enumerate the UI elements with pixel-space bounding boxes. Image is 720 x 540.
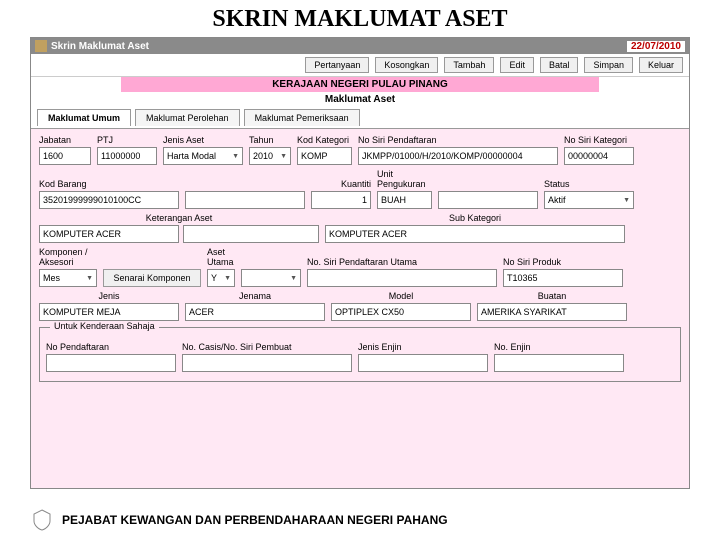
kuantiti-input[interactable] [311, 191, 371, 209]
tambah-button[interactable]: Tambah [444, 57, 494, 73]
kod-barang-label: Kod Barang [39, 179, 179, 189]
no-siri-pendaftaran-utama-label: No. Siri Pendaftaran Utama [307, 257, 497, 267]
unit-pengukuran2-input[interactable] [438, 191, 538, 209]
kenderaan-group: Untuk Kenderaan Sahaja No Pendaftaran No… [39, 327, 681, 382]
edit-button[interactable]: Edit [500, 57, 534, 73]
gov-header: KERAJAAN NEGERI PULAU PINANG [121, 77, 599, 92]
aset-utama-select[interactable]: ▼ [241, 269, 301, 287]
toolbar: Pertanyaan Kosongkan Tambah Edit Batal S… [31, 54, 689, 77]
chevron-down-icon: ▼ [224, 275, 231, 282]
jenis-aset-select[interactable]: Harta Modal▼ [163, 147, 243, 165]
model-input[interactable] [331, 303, 471, 321]
aset-utama-label: Aset Utama [207, 247, 235, 267]
jenis-aset-label: Jenis Aset [163, 135, 243, 145]
no-siri-kategori-label: No Siri Kategori [564, 135, 634, 145]
slide-footer: PEJABAT KEWANGAN DAN PERBENDAHARAAN NEGE… [30, 508, 448, 532]
footer-text: PEJABAT KEWANGAN DAN PERBENDAHARAAN NEGE… [62, 513, 448, 527]
model-label: Model [331, 291, 471, 301]
keterangan-aset2-input[interactable] [183, 225, 319, 243]
window-date: 22/07/2010 [627, 41, 685, 52]
form-header: Maklumat Aset [31, 92, 689, 107]
jenis-input[interactable] [39, 303, 179, 321]
no-enjin-input[interactable] [494, 354, 624, 372]
chevron-down-icon: ▼ [280, 153, 287, 160]
app-icon [35, 40, 47, 52]
batal-button[interactable]: Batal [540, 57, 579, 73]
kuantiti-label: Kuantiti [311, 179, 371, 189]
no-casis-label: No. Casis/No. Siri Pembuat [182, 342, 352, 352]
tab-maklumat-perolehan[interactable]: Maklumat Perolehan [135, 109, 240, 126]
sub-kategori-input[interactable] [325, 225, 625, 243]
kod-kategori-input[interactable] [297, 147, 352, 165]
komponen-select[interactable]: Mes▼ [39, 269, 97, 287]
tab-maklumat-pemeriksaan[interactable]: Maklumat Pemeriksaan [244, 109, 360, 126]
no-siri-pendaftaran-input[interactable] [358, 147, 558, 165]
simpan-button[interactable]: Simpan [584, 57, 633, 73]
kosongkan-button[interactable]: Kosongkan [375, 57, 438, 73]
no-siri-produk-label: No Siri Produk [503, 257, 623, 267]
no-siri-pendaftaran-utama-input[interactable] [307, 269, 497, 287]
buatan-label: Buatan [477, 291, 627, 301]
window-title: Skrin Maklumat Aset [51, 41, 627, 52]
no-casis-input[interactable] [182, 354, 352, 372]
senarai-komponen-button[interactable]: Senarai Komponen [103, 269, 201, 287]
aset-utama-flag-select[interactable]: Y▼ [207, 269, 235, 287]
status-label: Status [544, 179, 634, 189]
keluar-button[interactable]: Keluar [639, 57, 683, 73]
tab-bar: Maklumat Umum Maklumat Perolehan Makluma… [31, 107, 689, 128]
tahun-select[interactable]: 2010▼ [249, 147, 291, 165]
chevron-down-icon: ▼ [290, 275, 297, 282]
jenis-enjin-input[interactable] [358, 354, 488, 372]
ptj-label: PTJ [97, 135, 157, 145]
no-siri-produk-input[interactable] [503, 269, 623, 287]
app-window: Skrin Maklumat Aset 22/07/2010 Pertanyaa… [30, 37, 690, 489]
chevron-down-icon: ▼ [623, 197, 630, 204]
unit-pengukuran-input[interactable] [377, 191, 432, 209]
no-siri-pendaftaran-label: No Siri Pendaftaran [358, 135, 558, 145]
status-select[interactable]: Aktif▼ [544, 191, 634, 209]
jenama-input[interactable] [185, 303, 325, 321]
slide-title: SKRIN MAKLUMAT ASET [0, 0, 720, 37]
komponen-label: Komponen / Aksesori [39, 247, 97, 267]
jabatan-input[interactable] [39, 147, 91, 165]
kod-barang-input[interactable] [39, 191, 179, 209]
jenis-enjin-label: Jenis Enjin [358, 342, 488, 352]
buatan-input[interactable] [477, 303, 627, 321]
chevron-down-icon: ▼ [86, 275, 93, 282]
kenderaan-legend: Untuk Kenderaan Sahaja [50, 321, 159, 331]
tab-maklumat-umum[interactable]: Maklumat Umum [37, 109, 131, 126]
title-bar: Skrin Maklumat Aset 22/07/2010 [31, 38, 689, 54]
no-pendaftaran-input[interactable] [46, 354, 176, 372]
chevron-down-icon: ▼ [232, 153, 239, 160]
form-area: Jabatan PTJ Jenis Aset Harta Modal▼ Tahu… [31, 128, 689, 488]
jenis-label: Jenis [39, 291, 179, 301]
no-pendaftaran-label: No Pendaftaran [46, 342, 176, 352]
pertanyaan-button[interactable]: Pertanyaan [305, 57, 369, 73]
jenama-label: Jenama [185, 291, 325, 301]
tahun-label: Tahun [249, 135, 291, 145]
kod-barang2-input[interactable] [185, 191, 305, 209]
jabatan-label: Jabatan [39, 135, 91, 145]
ptj-input[interactable] [97, 147, 157, 165]
keterangan-aset1-input[interactable] [39, 225, 179, 243]
sub-kategori-label: Sub Kategori [325, 213, 625, 223]
unit-pengukuran-label: Unit Pengukuran [377, 169, 432, 189]
no-siri-kategori-input[interactable] [564, 147, 634, 165]
kod-kategori-label: Kod Kategori [297, 135, 352, 145]
keterangan-aset-label: Keterangan Aset [39, 213, 319, 223]
no-enjin-label: No. Enjin [494, 342, 624, 352]
crest-icon [30, 508, 54, 532]
